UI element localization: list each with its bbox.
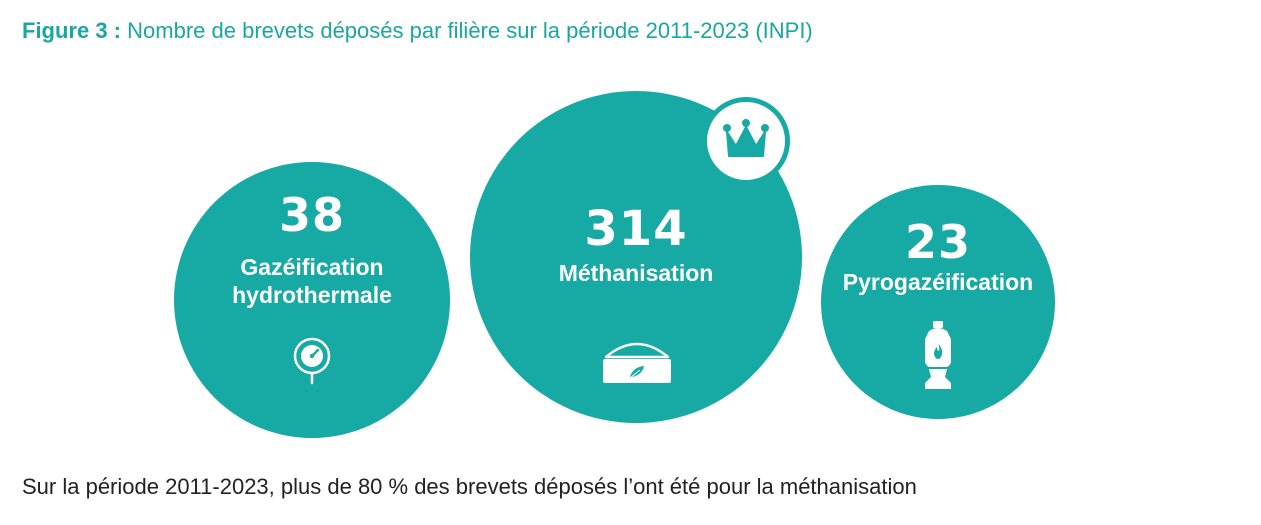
figure-caption-text: Nombre de brevets déposés par filière su… [127, 18, 813, 43]
bubble-methanisation: 314 Méthanisation [470, 91, 802, 423]
crown-icon [723, 119, 769, 157]
bubble-value: 23 [904, 215, 971, 269]
bubble-gazeification-hydrothermale: 38 Gazéification hydrothermale [174, 162, 450, 438]
crown-badge [702, 97, 790, 185]
bubble-value: 38 [278, 188, 345, 242]
bubble-label: Méthanisation [470, 260, 802, 288]
bubble-label-line2: hydrothermale [232, 281, 392, 308]
bubble-label: Gazéification hydrothermale [174, 254, 450, 309]
bubble-label: Pyrogazéification [821, 269, 1055, 297]
bubble-pyrogazeification: 23 Pyrogazéification [821, 185, 1055, 419]
bubble-value: 314 [584, 201, 688, 257]
gas-cylinder-icon [919, 319, 957, 391]
bubble-label-line1: Gazéification [240, 254, 384, 280]
footer-note: Sur la période 2011-2023, plus de 80 % d… [22, 474, 917, 499]
biogas-digester-icon [600, 335, 674, 387]
figure-caption: Figure 3 : Nombre de brevets déposés par… [22, 18, 813, 44]
bubble-label-line1: Méthanisation [558, 260, 714, 286]
bubble-label-line1: Pyrogazéification [842, 269, 1034, 295]
pressure-gauge-icon [287, 336, 337, 386]
figure-caption-label: Figure 3 : [22, 18, 122, 43]
